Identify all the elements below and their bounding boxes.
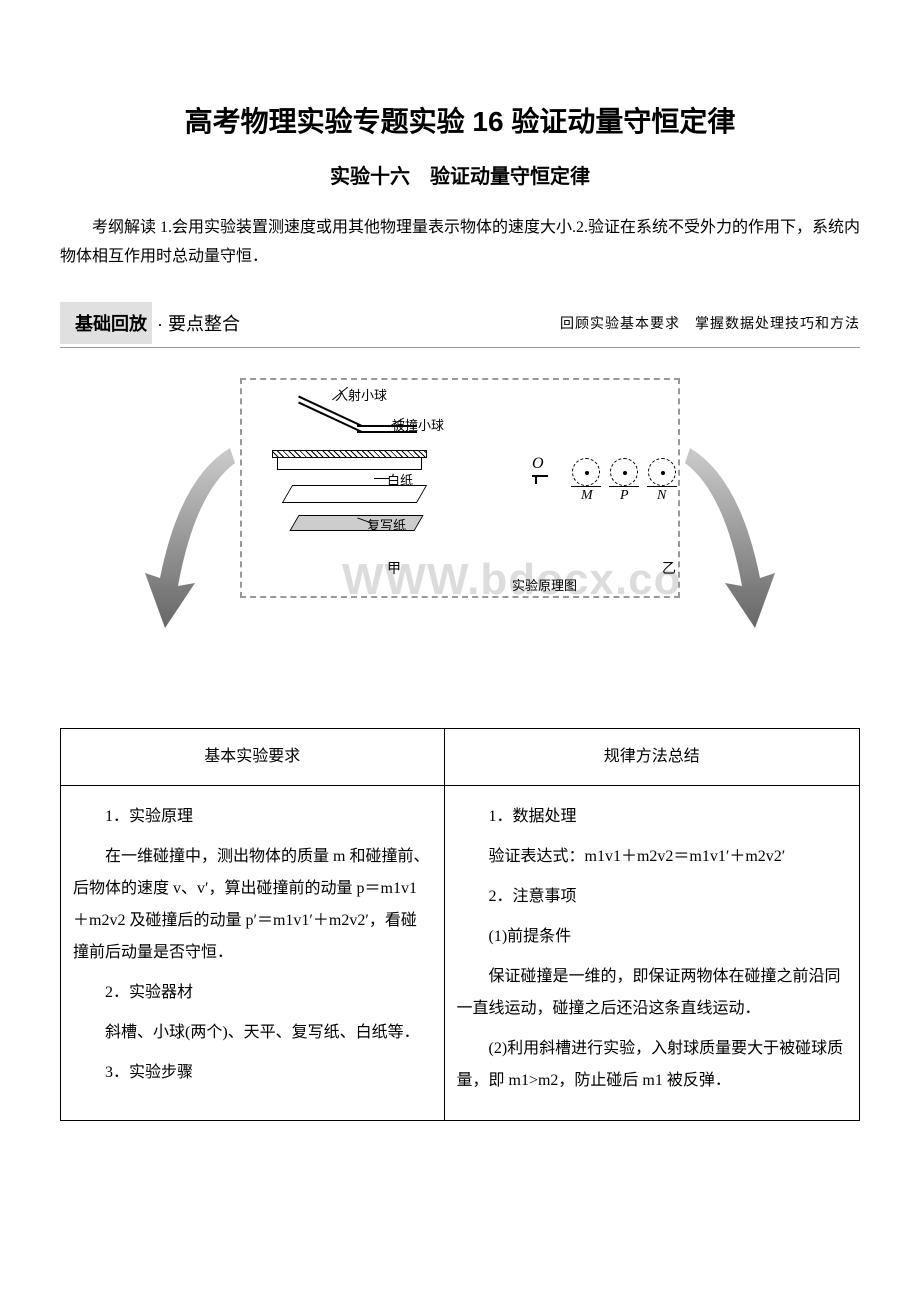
left-p2: 斜槽、小球(两个)、天平、复写纸、白纸等． — [73, 1017, 432, 1049]
left-p1: 在一维碰撞中，测出物体的质量 m 和碰撞前、后物体的速度 v、v′，算出碰撞前的… — [73, 841, 432, 969]
left-h1: 1．实验原理 — [73, 801, 432, 833]
label-carbon-paper: 复写纸 — [367, 515, 406, 534]
landing-m — [572, 458, 600, 486]
label-p: P — [620, 488, 629, 504]
right-p3: 保证碰撞是一维的，即保证两物体在碰撞之前沿同一直线运动，碰撞之后还沿这条直线运动… — [457, 961, 847, 1025]
right-p1: 验证表达式：m1v1＋m2v2＝m1v1′＋m2v2′ — [457, 841, 847, 873]
right-h1: 1．数据处理 — [457, 801, 847, 833]
diagram-title: 实验原理图 — [512, 575, 577, 594]
sub-title: 实验十六 验证动量守恒定律 — [60, 160, 860, 189]
caption-yi: 乙 — [662, 558, 676, 578]
landing-n — [648, 458, 676, 486]
intro-text: 考纲解读 1.会用实验装置测速度或用其他物理量表示物体的速度大小.2.验证在系统… — [60, 214, 860, 272]
label-n: N — [657, 488, 666, 504]
main-title: 高考物理实验专题实验 16 验证动量守恒定律 — [60, 100, 860, 140]
experiment-diagram: WWW.bdocx.co 入射小球 被撞小球 白纸 复写纸 O M — [160, 378, 760, 688]
table-cell-left: 1．实验原理 在一维碰撞中，测出物体的质量 m 和碰撞前、后物体的速度 v、v′… — [61, 785, 445, 1120]
right-p4: (2)利用斜槽进行实验，入射球质量要大于被碰球质量，即 m1>m2，防止碰后 m… — [457, 1033, 847, 1097]
label-m: M — [581, 488, 593, 504]
summary-table: 基本实验要求 规律方法总结 1．实验原理 在一维碰撞中，测出物体的质量 m 和碰… — [60, 728, 860, 1121]
section-header-right: 回顾实验基本要求 掌握数据处理技巧和方法 — [560, 313, 860, 333]
section-header-mid: · 要点整合 — [152, 302, 255, 344]
arrow-left-icon — [120, 438, 240, 638]
table-cell-right: 1．数据处理 验证表达式：m1v1＋m2v2＝m1v1′＋m2v2′ 2．注意事… — [444, 785, 859, 1120]
arrow-right-icon — [680, 438, 800, 638]
table-header-left: 基本实验要求 — [61, 728, 445, 785]
table-header-right: 规律方法总结 — [444, 728, 859, 785]
label-white-paper: 白纸 — [387, 470, 413, 489]
landing-p — [610, 458, 638, 486]
caption-jia: 甲 — [387, 558, 401, 578]
left-h3: 3．实验步骤 — [73, 1057, 432, 1089]
label-incident-ball: 入射小球 — [335, 385, 387, 404]
right-h2: 2．注意事项 — [457, 881, 847, 913]
right-p2: (1)前提条件 — [457, 921, 847, 953]
point-o: O — [532, 455, 544, 473]
label-target-ball: 被撞小球 — [392, 415, 444, 434]
left-h2: 2．实验器材 — [73, 977, 432, 1009]
section-header-left: 基础回放 — [60, 302, 152, 344]
section-header: 基础回放 · 要点整合 回顾实验基本要求 掌握数据处理技巧和方法 — [60, 302, 860, 348]
